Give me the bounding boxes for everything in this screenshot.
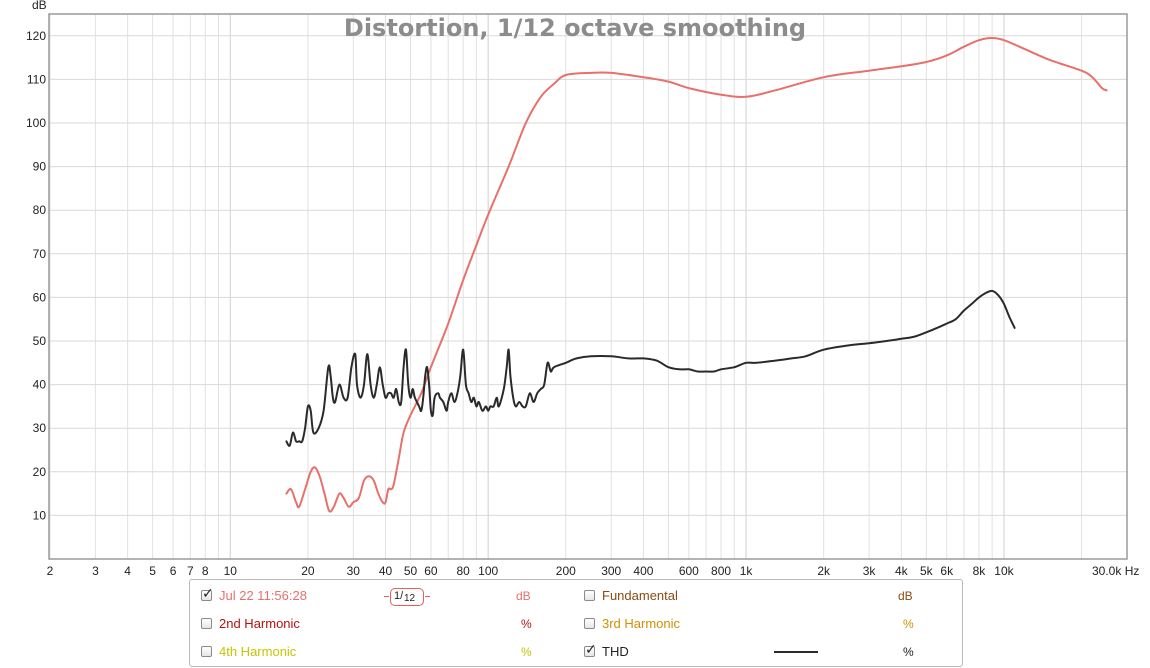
y-tick-label: 80 [33, 203, 47, 217]
x-tick-label: 3k [863, 564, 877, 578]
3rd-harmonic-label: 3rd Harmonic [602, 616, 681, 631]
x-tick-label: 40 [379, 564, 393, 578]
x-tick-label: 8 [202, 564, 209, 578]
x-tick-label: 50 [404, 564, 418, 578]
y-tick-label: 70 [33, 247, 47, 261]
smoothing-numerator: 1/ [394, 590, 404, 602]
3rd-harmonic-unit: % [903, 617, 914, 631]
y-tick-label: 110 [27, 72, 46, 86]
y-tick-label: 60 [33, 290, 47, 304]
x-tick-labels: 2 3 4 5 6 7 8 10 20 30 40 50 60 80 100 200 300 400 600 800 1… [47, 564, 1140, 578]
legend-measurement[interactable]: Jul 22 11:56:28 [201, 586, 307, 603]
x-tick-label: 1k [740, 564, 754, 578]
x-tick-label: 5 [149, 564, 156, 578]
grid [49, 14, 1128, 559]
y-tick-label: 100 [26, 116, 46, 130]
x-tick-label: 6 [170, 564, 177, 578]
y-tick-label: 90 [33, 160, 47, 174]
legend-4th-harmonic[interactable]: 4th Harmonic [201, 644, 296, 659]
3rd-harmonic-checkbox[interactable] [584, 618, 595, 629]
x-tick-label: 2k [817, 564, 831, 578]
x-tick-label: 300 [601, 564, 621, 578]
x-tick-label: 6k [940, 564, 954, 578]
x-tick-label: 20 [301, 564, 315, 578]
thd-unit: % [903, 645, 914, 659]
thd-line-swatch [774, 651, 818, 653]
x-tick-label: 2 [47, 564, 54, 578]
y-tick-label: 20 [33, 465, 47, 479]
legend-2nd-harmonic[interactable]: 2nd Harmonic [201, 616, 300, 631]
2nd-harmonic-label: 2nd Harmonic [219, 616, 300, 631]
x-tick-label: 60 [424, 564, 438, 578]
x-tick-label: 4 [124, 564, 131, 578]
thd-series-line [285, 289, 1016, 447]
fundamental-unit: dB [898, 589, 913, 603]
x-tick-label: 8k [973, 564, 987, 578]
x-tick-label: 800 [711, 564, 731, 578]
series-layer [285, 37, 1108, 513]
measurement-checkbox[interactable] [201, 586, 214, 602]
smoothing-denominator: 12 [404, 593, 416, 604]
legend-thd[interactable]: THD [584, 642, 629, 659]
y-tick-label: 10 [33, 508, 47, 522]
x-tick-label: 5k [920, 564, 934, 578]
measurement-unit: dB [516, 589, 531, 603]
x-tick-label: 30 [347, 564, 361, 578]
measurement-series-line [285, 37, 1108, 513]
fundamental-label: Fundamental [602, 588, 678, 603]
2nd-harmonic-checkbox[interactable] [201, 618, 212, 629]
4th-harmonic-label: 4th Harmonic [219, 644, 297, 659]
x-tick-label: 10k [994, 564, 1014, 578]
x-tick-label: 3 [92, 564, 99, 578]
4th-harmonic-checkbox[interactable] [201, 646, 212, 657]
legend-fundamental[interactable]: Fundamental [584, 588, 678, 603]
y-axis-label: dB [32, 0, 47, 12]
x-tick-label: 30.0k Hz [1092, 564, 1139, 578]
y-tick-label: 50 [33, 334, 47, 348]
x-tick-label: 7 [187, 564, 194, 578]
y-tick-label: 120 [26, 29, 46, 43]
x-tick-label: 200 [556, 564, 576, 578]
measurement-label: Jul 22 11:56:28 [219, 588, 307, 603]
legend-panel: Jul 22 11:56:28 1/ 12 dB Fundamental dB … [189, 579, 963, 667]
4th-harmonic-unit: % [521, 645, 532, 659]
2nd-harmonic-unit: % [521, 617, 532, 631]
x-tick-label: 4k [895, 564, 909, 578]
x-tick-label: 600 [679, 564, 699, 578]
x-tick-label: 100 [478, 564, 498, 578]
legend-3rd-harmonic[interactable]: 3rd Harmonic [584, 616, 680, 631]
plot-frame [48, 13, 1128, 560]
fundamental-checkbox[interactable] [584, 590, 595, 601]
y-tick-label: 30 [33, 421, 47, 435]
y-tick-label: 40 [33, 378, 47, 392]
thd-label: THD [602, 644, 629, 659]
x-tick-label: 80 [456, 564, 470, 578]
smoothing-selector[interactable]: 1/ 12 [384, 588, 430, 606]
thd-checkbox[interactable] [584, 642, 597, 658]
x-tick-label: 10 [224, 564, 238, 578]
y-tick-labels: 10 20 30 40 50 60 70 80 90 100 110 120 [26, 29, 46, 523]
x-tick-label: 400 [633, 564, 653, 578]
chart-title: Distortion, 1/12 octave smoothing [344, 14, 806, 42]
